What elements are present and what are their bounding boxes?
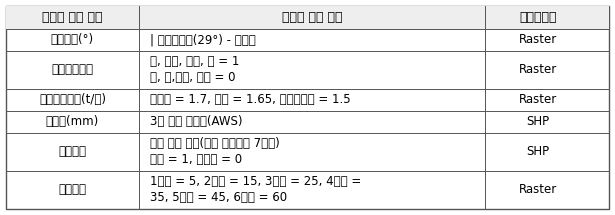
Text: 3일 누적 강우량(AWS): 3일 누적 강우량(AWS): [150, 115, 242, 128]
Text: 산사태 영향 인자: 산사태 영향 인자: [42, 11, 103, 24]
Text: SHP: SHP: [526, 145, 550, 158]
Text: 경사방향지수: 경사방향지수: [52, 63, 93, 76]
Text: 발생 = 1, 미발생 = 0: 발생 = 1, 미발생 = 0: [150, 153, 242, 166]
Text: 1영급 = 5, 2영급 = 15, 3영급 = 25, 4영급 =: 1영급 = 5, 2영급 = 15, 3영급 = 25, 4영급 =: [150, 175, 361, 188]
Text: 사면인자(°): 사면인자(°): [51, 33, 94, 46]
Text: 인자별 산정 방법: 인자별 산정 방법: [282, 11, 343, 24]
Text: 남, 남동, 남서, 서 = 1: 남, 남동, 남서, 서 = 1: [150, 55, 239, 68]
Text: | 위험경사도(29°) - 경사도: | 위험경사도(29°) - 경사도: [150, 33, 256, 46]
Text: Raster: Raster: [519, 33, 557, 46]
Bar: [6, 6, 609, 29]
Text: Raster: Raster: [519, 63, 557, 76]
Text: 북, 동,북동, 북서 = 0: 북, 동,북동, 북서 = 0: [150, 71, 236, 84]
Text: SHP: SHP: [526, 115, 550, 128]
Text: 건조단위중량(t/㎡): 건조단위중량(t/㎡): [39, 93, 106, 106]
Text: 35, 5영급 = 45, 6영급 = 60: 35, 5영급 = 45, 6영급 = 60: [150, 191, 287, 204]
Text: 영급분포: 영급분포: [58, 183, 87, 196]
Text: 강우량(mm): 강우량(mm): [46, 115, 99, 128]
Text: 산불이력: 산불이력: [58, 145, 87, 158]
Text: 사양토 = 1.7, 양토 = 1.65, 미사질양토 = 1.5: 사양토 = 1.7, 양토 = 1.65, 미사질양토 = 1.5: [150, 93, 351, 106]
Text: Raster: Raster: [519, 93, 557, 106]
Text: 산불 발생 유무(재해 발생이전 7개년): 산불 발생 유무(재해 발생이전 7개년): [150, 137, 280, 150]
Text: 입력데이터: 입력데이터: [519, 11, 557, 24]
Text: Raster: Raster: [519, 183, 557, 196]
